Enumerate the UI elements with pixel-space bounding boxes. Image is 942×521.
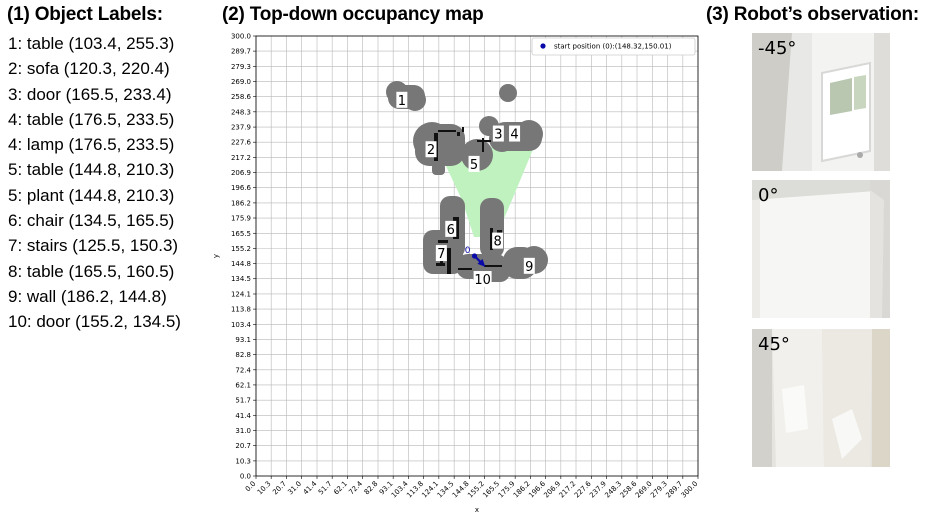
- object-label-item: 5: plant (144.8, 210.3): [8, 185, 175, 205]
- object-label-item: 10: door (155.2, 134.5): [8, 312, 181, 332]
- legend: start position (0):(148.32,150.01): [531, 37, 696, 56]
- x-tick-label: 20.7: [271, 480, 288, 497]
- object-marker-box: [523, 257, 535, 274]
- observation-image-0: 0°: [752, 180, 890, 318]
- observation-angle-label: 45°: [758, 334, 790, 355]
- observation-angle-label: 0°: [758, 185, 779, 206]
- y-tick-label: 134.5: [231, 275, 251, 283]
- y-tick-label: 300.0: [231, 33, 251, 41]
- heading-arrow-head: [477, 258, 486, 267]
- y-tick-label: 269.0: [231, 78, 251, 86]
- x-tick-label: 51.7: [317, 480, 334, 497]
- object-marker-label: 4: [510, 128, 518, 143]
- y-tick-label: 82.8: [235, 351, 251, 359]
- robot-observation-title: (3) Robot’s observation:: [706, 4, 920, 25]
- object-marker-box: [492, 125, 504, 142]
- y-tick-label: 248.3: [231, 108, 251, 116]
- y-tick-label: 289.7: [231, 48, 251, 56]
- y-tick-label: 279.3: [231, 63, 251, 71]
- y-tick-label: 217.2: [231, 154, 251, 162]
- y-tick-label: 206.9: [231, 169, 251, 177]
- y-tick-label: 186.2: [231, 199, 251, 207]
- observation-angle-label: -45°: [758, 38, 797, 59]
- y-tick-label: 144.8: [231, 260, 251, 268]
- occupancy-map-chart: 0.00.010.310.320.720.731.031.041.441.451…: [212, 33, 699, 515]
- object-marker-label: 8: [493, 235, 501, 250]
- y-tick-label: 124.1: [231, 290, 251, 298]
- y-tick-label: 10.3: [235, 457, 251, 465]
- y-tick-label: 175.9: [231, 215, 251, 223]
- object-marker-label: 3: [494, 128, 502, 143]
- y-tick-label: 155.2: [231, 245, 251, 253]
- x-tick-label: 31.0: [286, 480, 303, 497]
- x-tick-label: 62.1: [332, 480, 349, 497]
- object-marker-label: 2: [427, 143, 435, 158]
- y-axis-label: y: [212, 254, 220, 258]
- y-tick-label: 93.1: [235, 336, 251, 344]
- x-tick-label: 72.4: [347, 479, 364, 496]
- x-tick-label: 41.4: [302, 479, 319, 496]
- object-label-item: 6: chair (134.5, 165.5): [8, 211, 175, 231]
- y-tick-label: 165.5: [231, 230, 251, 238]
- object-marker-box: [396, 91, 408, 108]
- start-position-marker: [471, 253, 478, 259]
- x-tick-label: 10.3: [256, 480, 273, 497]
- object-label-item: 9: wall (186.2, 144.8): [8, 286, 167, 306]
- y-tick-label: 0.0: [240, 473, 251, 481]
- object-marker-box: [509, 125, 521, 142]
- object-marker-label: 10: [474, 273, 491, 288]
- object-marker-box: [425, 141, 437, 158]
- legend-label: start position (0):(148.32,150.01): [554, 43, 672, 51]
- y-tick-label: 113.8: [231, 306, 251, 314]
- y-tick-label: 237.9: [231, 124, 251, 132]
- y-tick-label: 227.6: [231, 139, 252, 147]
- object-marker-box: [435, 245, 447, 262]
- y-tick-label: 51.7: [235, 397, 251, 405]
- object-marker-label: 1: [398, 94, 406, 109]
- object-labels-title: (1) Object Labels:: [7, 4, 163, 25]
- y-tick-label: 41.4: [235, 412, 251, 420]
- object-marker-label: 6: [447, 223, 455, 238]
- object-marker-box: [445, 220, 457, 237]
- y-tick-label: 72.4: [235, 366, 251, 374]
- object-marker-label: 5: [470, 158, 478, 173]
- observation-photo: [752, 180, 890, 318]
- y-tick-label: 196.6: [231, 184, 252, 192]
- object-label-item: 7: stairs (125.5, 150.3): [8, 236, 179, 256]
- object-markers: 1 2 3 4 5 67 8 9 10: [396, 91, 535, 288]
- object-marker-label: 7: [437, 247, 445, 262]
- observation-image-plus45: 45°: [752, 329, 890, 467]
- x-tick-label: 300.0: [680, 480, 700, 500]
- start-position: 0: [465, 246, 486, 267]
- object-label-item: 4: lamp (176.5, 233.5): [8, 135, 175, 155]
- object-label-item: 3: door (165.5, 233.4): [8, 84, 172, 104]
- observation-photo: [752, 329, 890, 467]
- x-axis-label: x: [475, 506, 479, 514]
- object-labels-list: 1: table (103.4, 255.3) 2: sofa (120.3, …: [8, 31, 181, 335]
- x-tick-label: 82.8: [363, 480, 380, 497]
- y-tick-label: 62.1: [235, 381, 251, 389]
- object-marker-box: [473, 271, 492, 288]
- observation-photo: [752, 33, 890, 171]
- axes: 0.00.010.310.320.720.731.031.041.441.451…: [231, 33, 699, 500]
- y-tick-label: 258.6: [231, 93, 252, 101]
- observation-image-minus45: -45°: [752, 33, 890, 171]
- object-label-item: 4: table (176.5, 233.5): [8, 109, 175, 129]
- y-tick-label: 103.4: [231, 321, 252, 329]
- start-position-label: 0: [465, 246, 471, 256]
- y-tick-label: 31.0: [235, 427, 251, 435]
- object-label-item: 5: table (144.8, 210.3): [8, 160, 175, 180]
- occupancy-map-title: (2) Top-down occupancy map: [222, 4, 484, 25]
- legend-marker: [540, 43, 546, 49]
- y-tick-label: 20.7: [235, 442, 251, 450]
- object-marker-label: 9: [525, 260, 533, 275]
- object-label-item: 8: table (165.5, 160.5): [8, 261, 175, 281]
- object-label-item: 2: sofa (120.3, 220.4): [8, 59, 170, 79]
- grid-lines: [255, 35, 699, 477]
- object-label-item: 1: table (103.4, 255.3): [8, 34, 175, 53]
- object-marker-box: [492, 232, 504, 249]
- plot-frame: [255, 35, 699, 477]
- object-marker-box: [468, 155, 480, 172]
